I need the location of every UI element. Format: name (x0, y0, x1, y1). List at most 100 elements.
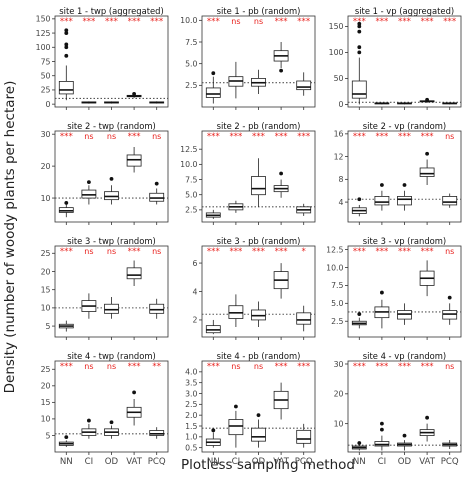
box-iqr (296, 429, 312, 444)
y-tick-label: 10.0 (180, 160, 197, 169)
outlier-point (447, 295, 452, 300)
y-tick-label: 6 (193, 259, 198, 268)
y-tick-label: 100 (36, 43, 51, 52)
box-od (251, 69, 266, 94)
x-tick-label: OD (252, 457, 266, 467)
significance-label: ns (152, 132, 161, 141)
box-vat (126, 146, 142, 173)
significance-label: ns (107, 132, 116, 141)
outlier-point (380, 183, 384, 187)
y-tick-label: 3.0 (185, 389, 197, 398)
box-ci (228, 200, 244, 213)
box-od (397, 183, 412, 211)
significance-label: *** (353, 247, 367, 257)
box-od (251, 158, 266, 207)
significance-label: *** (297, 17, 311, 27)
significance-label: *** (421, 132, 435, 142)
y-tick-label: 7.5 (185, 175, 197, 184)
x-tick-label: OD (105, 457, 119, 467)
y-tick-label: 16 (334, 130, 344, 139)
box-ci (374, 102, 390, 105)
box-nn (351, 197, 367, 217)
panel-title: site 1 - pb (random) (217, 6, 301, 16)
box-od (104, 176, 119, 205)
y-tick-label: 2 (193, 316, 198, 325)
panel-strip (348, 121, 461, 131)
outlier-point (211, 71, 216, 76)
outlier-point (357, 45, 362, 50)
y-tick-label: 150 (36, 15, 51, 24)
y-tick-label: 25 (41, 86, 51, 95)
y-tick-label: 75 (41, 57, 51, 66)
box-pcq (296, 423, 312, 448)
significance-label: ns (84, 362, 93, 371)
y-tick-label: 2.5 (185, 400, 197, 409)
box-iqr (374, 196, 390, 206)
outlier-point (279, 171, 283, 176)
y-tick-label: 25 (41, 365, 51, 374)
y-tick-label: 7.5 (331, 281, 343, 290)
box-od (251, 301, 266, 328)
panel-strip (202, 6, 315, 16)
y-tick-label: 25 (41, 249, 51, 258)
box-od (397, 102, 412, 105)
box-od (104, 296, 119, 319)
significance-label: *** (353, 132, 367, 142)
y-tick-label: 0 (339, 100, 344, 109)
outlier-point (64, 53, 69, 58)
x-tick-label: PCQ (441, 457, 459, 467)
x-tick-label: VAT (273, 457, 290, 467)
box-ci (374, 183, 390, 211)
y-tick-label: 5.0 (185, 59, 197, 68)
box-iqr (149, 430, 165, 436)
y-tick-label: 4.0 (185, 368, 197, 377)
panel-strip (55, 6, 168, 16)
box-iqr (296, 80, 312, 91)
y-tick-label: 0 (46, 100, 51, 109)
box-ci (228, 404, 244, 448)
box-vat (126, 390, 142, 426)
outlier-point (357, 50, 362, 55)
significance-label: *** (297, 132, 311, 142)
panel-6: site 2 - vp (random) 4 8 12 16 *** *** *** *** ns (334, 121, 462, 225)
outlier-point (425, 97, 429, 102)
panel-title: site 2 - twp (random) (67, 121, 156, 131)
outlier-point (109, 420, 114, 425)
panel-3: site 1 - vp (aggregated) 0 50 100 150 *** *** *… (329, 6, 462, 110)
panel-4: site 2 - twp (random) 10 20 30 *** ns ns *** ns (41, 121, 169, 225)
x-tick-label: CI (378, 457, 387, 467)
significance-label: *** (229, 132, 243, 142)
outlier-point (380, 290, 384, 295)
y-tick-label: 1.5 (185, 422, 197, 431)
significance-label: ** (152, 362, 161, 372)
panel-strip (55, 121, 168, 131)
outlier-point (425, 151, 429, 156)
box-vat (419, 97, 435, 103)
box-nn (205, 71, 221, 104)
significance-label: *** (252, 247, 266, 257)
y-tick-label: 2.0 (185, 411, 197, 420)
significance-label: *** (398, 132, 412, 142)
box-nn (351, 312, 367, 329)
outlier-point (87, 418, 91, 423)
panel-7: site 3 - twp (random) 5 10 15 20 25 *** ns ns ***… (41, 236, 169, 340)
significance-label: ns (445, 362, 454, 371)
panel-9: site 3 - vp (random) 2.5 5.0 7.5 10.0 12.5 ***… (326, 236, 462, 340)
box-od (104, 420, 119, 439)
x-tick-label: NN (207, 457, 220, 467)
box-nn (351, 441, 367, 451)
significance-label: *** (398, 247, 412, 257)
panel-strip (202, 121, 315, 131)
significance-label: *** (207, 132, 221, 142)
box-pcq (442, 193, 458, 208)
box-pcq (296, 72, 312, 96)
x-tick-label: PCQ (295, 457, 313, 467)
significance-label: *** (229, 247, 243, 257)
y-tick-label: 150 (329, 22, 344, 31)
y-tick-label: 12 (334, 152, 344, 161)
x-tick-label: OD (398, 457, 412, 467)
box-ci (228, 61, 244, 99)
y-tick-label: 5.0 (185, 191, 197, 200)
